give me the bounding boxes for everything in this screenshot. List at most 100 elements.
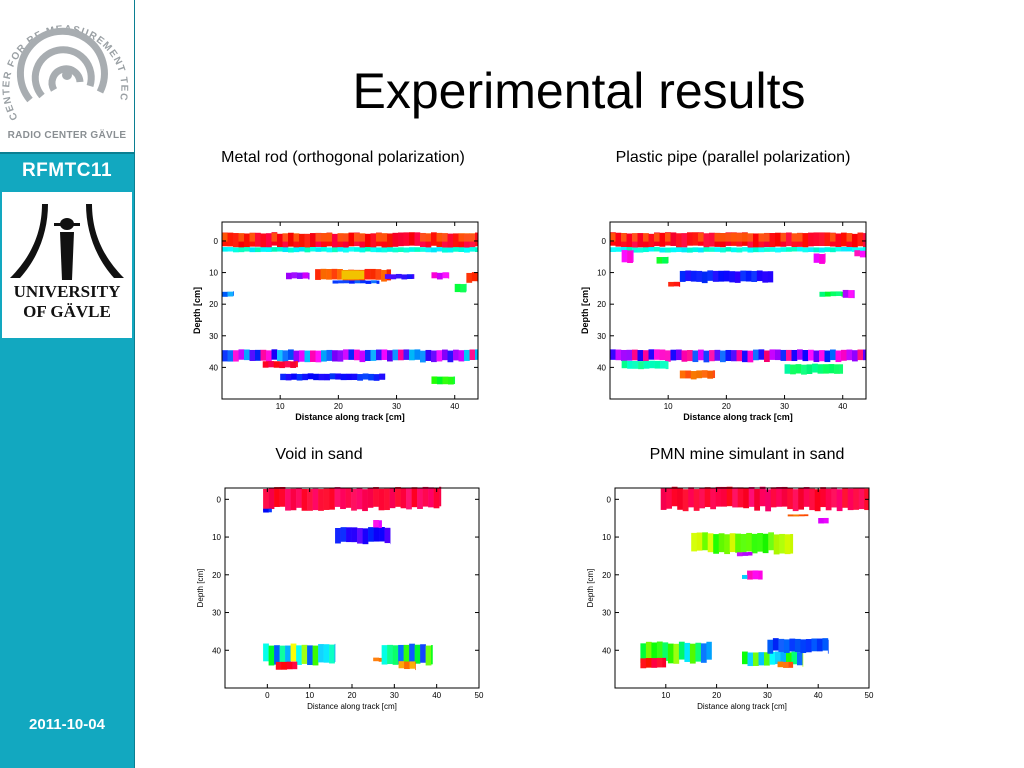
- y-tick-label-20: 20: [209, 300, 218, 309]
- y-axis-label: Depth [cm]: [196, 569, 205, 608]
- y-tick-label-30: 30: [209, 332, 218, 341]
- heatmap-feature-6: [373, 657, 382, 662]
- y-tick-label-40: 40: [597, 363, 606, 372]
- heatmap-feature-6: [431, 272, 450, 280]
- heatmap-feature-12: [280, 373, 386, 381]
- y-tick-label-20: 20: [602, 571, 611, 580]
- heatmap-feature-3: [332, 280, 380, 284]
- x-tick-label-10: 10: [661, 691, 670, 700]
- x-axis-label: Distance along track [cm]: [307, 702, 397, 711]
- plot-frame: [609, 221, 867, 400]
- heatmap-feature-6: [742, 574, 748, 579]
- plot-caption-plastic-pipe: Plastic pipe (parallel polarization): [615, 149, 851, 166]
- heatmap-feature-13: [431, 376, 456, 385]
- x-tick-label-30: 30: [392, 402, 401, 411]
- radio-center-logo: CENTER FOR RF MEASUREMENT TECHNOLOGY RAD…: [0, 0, 134, 154]
- heatmap-feature-0: [660, 486, 870, 512]
- heatmap-feature-4: [286, 272, 310, 280]
- university-logo: UNIVERSITY OF GÄVLE: [2, 192, 132, 338]
- heatmap-feature-4: [813, 253, 826, 264]
- plot-caption-pmn-mine: PMN mine simulant in sand: [649, 446, 845, 463]
- heatmap-feature-5: [747, 570, 763, 580]
- heatmap-feature-8: [454, 283, 467, 293]
- conference-label: RFMTC11: [21, 160, 113, 181]
- heatmap-feature-6: [679, 270, 774, 284]
- y-tick-label-0: 0: [217, 495, 222, 504]
- heatmap-feature-8: [398, 661, 416, 671]
- y-tick-label-10: 10: [602, 533, 611, 542]
- heatmap-feature-5: [854, 250, 867, 258]
- heatmap-pmn-mine: 0 10 20 30 40 10 20 30 40 50 Distance along track …: [586, 486, 874, 711]
- heatmap-metal-rod: 0 10 20 30 40 10 20 30 40 Distance along track [c…: [192, 221, 479, 422]
- university-line-1: UNIVERSITY: [13, 282, 121, 301]
- heatmap-feature-11: [621, 360, 669, 370]
- slide-date: 2011-10-04: [29, 716, 105, 733]
- heatmap-feature-13: [784, 363, 844, 375]
- logo-caption: RADIO CENTER GÄVLE: [7, 130, 127, 141]
- x-tick-label-30: 30: [780, 402, 789, 411]
- heatmap-feature-9: [222, 291, 234, 297]
- university-emblem-icon: [10, 204, 124, 280]
- heatmap-feature-7: [640, 641, 712, 664]
- y-axis-label: Depth [cm]: [192, 287, 202, 334]
- university-name: UNIVERSITY OF GÄVLE: [2, 282, 132, 322]
- x-axis-label: Distance along track [cm]: [697, 702, 787, 711]
- x-tick-label-10: 10: [664, 402, 673, 411]
- heatmap-feature-9: [842, 289, 855, 299]
- heatmap-feature-2: [335, 527, 391, 545]
- heatmap-feature-3: [373, 520, 382, 528]
- heatmap-feature-0: [263, 486, 442, 512]
- y-tick-label-10: 10: [597, 269, 606, 278]
- x-tick-label-10: 10: [305, 691, 314, 700]
- heatmap-feature-9: [742, 651, 804, 667]
- heatmap-feature-7: [466, 272, 479, 283]
- y-tick-label-0: 0: [214, 237, 219, 246]
- heatmap-feature-10: [222, 349, 479, 363]
- y-tick-label-0: 0: [602, 237, 607, 246]
- x-tick-label-20: 20: [712, 691, 721, 700]
- plot-frame: [221, 221, 479, 400]
- x-tick-label-20: 20: [722, 402, 731, 411]
- x-tick-label-0: 0: [265, 691, 270, 700]
- heatmap-feature-5: [384, 273, 415, 280]
- x-tick-label-50: 50: [475, 691, 484, 700]
- y-tick-label-40: 40: [209, 363, 218, 372]
- heatmap-feature-1: [263, 508, 272, 513]
- y-axis-label: Depth [cm]: [580, 287, 590, 334]
- x-tick-label-30: 30: [763, 691, 772, 700]
- plot-caption-void: Void in sand: [275, 446, 363, 463]
- y-tick-label-40: 40: [602, 646, 611, 655]
- heatmap-feature-2: [315, 268, 392, 282]
- heatmap-feature-4: [736, 551, 753, 557]
- y-tick-label-30: 30: [602, 609, 611, 618]
- heatmap-feature-0: [610, 232, 867, 249]
- heatmap-feature-7: [668, 281, 681, 287]
- x-tick-label-10: 10: [276, 402, 285, 411]
- sidebar: CENTER FOR RF MEASUREMENT TECHNOLOGY RAD…: [0, 0, 135, 768]
- heatmap-feature-2: [818, 517, 829, 524]
- heatmap-feature-11: [777, 661, 794, 668]
- heatmap-feature-11: [262, 360, 298, 369]
- heatmap-feature-7: [381, 643, 433, 666]
- y-tick-label-40: 40: [212, 646, 221, 655]
- heatmap-feature-3: [691, 532, 794, 555]
- heatmap-void-in-sand: 0 10 20 30 40 0 10 20 30 40 50 Distance along track…: [196, 486, 484, 711]
- heatmap-feature-1: [610, 246, 867, 253]
- heatmap-feature-10: [767, 638, 829, 654]
- heatmap-feature-1: [222, 247, 479, 253]
- heatmap-feature-0: [222, 232, 479, 249]
- x-tick-label-20: 20: [334, 402, 343, 411]
- x-tick-label-40: 40: [450, 402, 459, 411]
- x-tick-label-50: 50: [865, 691, 874, 700]
- y-tick-label-30: 30: [212, 609, 221, 618]
- heatmap-feature-5: [275, 661, 298, 670]
- radio-wave-logo-icon: CENTER FOR RF MEASUREMENT TECHNOLOGY: [0, 0, 128, 122]
- x-tick-label-40: 40: [814, 691, 823, 700]
- y-axis-label: Depth [cm]: [586, 569, 595, 608]
- heatmap-feature-10: [610, 349, 867, 363]
- heatmap-feature-1: [787, 514, 809, 517]
- x-axis-label: Distance along track [cm]: [683, 412, 793, 422]
- x-axis-label: Distance along track [cm]: [295, 412, 405, 422]
- x-tick-label-40: 40: [838, 402, 847, 411]
- heatmap-feature-8: [640, 657, 667, 669]
